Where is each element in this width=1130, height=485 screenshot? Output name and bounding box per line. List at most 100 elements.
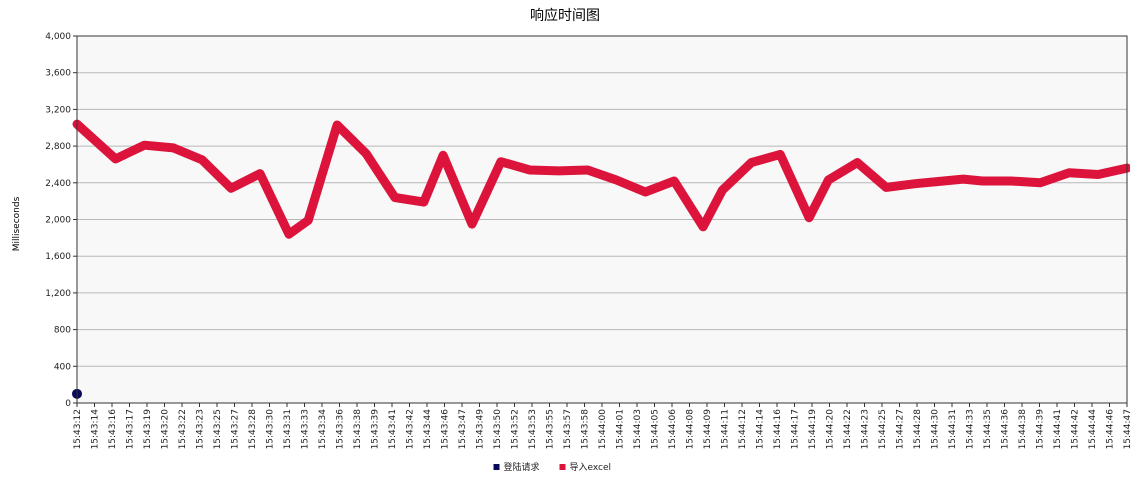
x-tick-label: 15:43:44	[423, 409, 433, 450]
x-tick-label: 15:44:31	[948, 409, 958, 449]
plot-frame	[76, 35, 1128, 404]
x-tick-label: 15:44:44	[1088, 409, 1098, 450]
x-tick-label: 15:44:03	[633, 409, 643, 449]
data-point	[557, 170, 560, 172]
x-tick-label: 15:43:22	[178, 409, 188, 449]
data-point	[962, 178, 965, 180]
x-tick-label: 15:44:01	[616, 409, 626, 449]
x-tick-label: 15:44:05	[651, 409, 661, 449]
x-tick-label: 15:43:47	[458, 409, 468, 449]
data-point	[914, 182, 916, 185]
y-tick-label: 400	[54, 362, 71, 372]
data-point	[933, 181, 936, 183]
legend-swatch	[559, 464, 566, 470]
x-tick-label: 15:43:31	[283, 409, 293, 449]
data-point	[1039, 182, 1042, 184]
y-tick-label: 2,000	[45, 216, 71, 226]
x-tick-label: 15:44:19	[808, 409, 818, 450]
data-point	[259, 172, 261, 175]
y-tick-label: 3,600	[45, 69, 71, 79]
x-tick-label: 15:43:30	[266, 409, 276, 450]
data-point	[336, 124, 338, 126]
x-tick-label: 15:44:11	[721, 409, 731, 449]
x-tick-label: 15:43:27	[231, 409, 241, 449]
x-tick-label: 15:43:23	[196, 409, 206, 449]
y-axis-ticks: 0 400 800 1,200 1,600 2,000 2,400 2,800 3,200 3,6…	[45, 32, 77, 409]
x-tick-label: 15:44:00	[598, 409, 608, 450]
y-axis-title: Milliseconds	[12, 196, 22, 251]
x-tick-label: 15:44:27	[896, 409, 906, 449]
x-tick-label: 15:43:17	[126, 409, 136, 449]
data-point	[288, 233, 290, 235]
legend-label: 导入excel	[570, 462, 612, 473]
x-tick-label: 15:44:36	[1001, 409, 1011, 450]
x-tick-label: 15:44:17	[791, 409, 801, 449]
x-tick-label: 15:43:12	[73, 409, 83, 449]
x-tick-label: 15:44:22	[843, 409, 853, 449]
x-tick-label: 15:43:36	[336, 409, 346, 450]
data-point	[528, 169, 531, 171]
y-tick-label: 2,800	[45, 142, 71, 152]
x-tick-label: 15:44:38	[1018, 409, 1028, 450]
x-tick-label: 15:43:16	[108, 409, 118, 450]
x-tick-label: 15:43:34	[318, 409, 328, 450]
y-tick-label: 3,200	[45, 105, 71, 115]
x-tick-label: 15:44:09	[703, 409, 713, 450]
data-point	[721, 189, 724, 191]
data-point	[143, 144, 146, 146]
data-point	[230, 187, 232, 190]
x-tick-label: 15:43:57	[563, 409, 573, 449]
x-tick-label: 15:43:28	[248, 409, 258, 450]
data-point	[307, 219, 309, 222]
x-tick-label: 15:43:49	[476, 409, 486, 450]
x-tick-label: 15:44:28	[913, 409, 923, 450]
x-tick-label: 15:44:08	[686, 409, 696, 450]
data-point	[673, 180, 676, 182]
x-tick-label: 15:44:30	[931, 409, 941, 450]
data-point	[586, 169, 589, 171]
x-tick-label: 15:44:20	[826, 409, 836, 450]
legend: 登陆请求 导入excel	[493, 461, 612, 473]
data-point	[827, 179, 830, 181]
x-tick-label: 15:44:46	[1106, 409, 1116, 450]
x-tick-label: 15:43:25	[213, 409, 223, 449]
x-tick-label: 15:44:35	[983, 409, 993, 449]
x-tick-label: 15:43:55	[546, 409, 556, 449]
x-tick-label: 15:43:58	[581, 409, 591, 450]
y-tick-label: 1,200	[45, 289, 71, 299]
x-tick-label: 15:44:23	[861, 409, 871, 449]
x-tick-label: 15:43:41	[388, 409, 398, 449]
data-point	[644, 191, 647, 193]
data-point	[172, 147, 175, 149]
x-tick-label: 15:43:14	[91, 409, 101, 450]
x-tick-label: 15:44:14	[756, 409, 766, 450]
x-tick-label: 15:43:20	[161, 409, 171, 450]
data-point	[500, 160, 502, 163]
x-tick-label: 15:43:42	[406, 409, 416, 449]
x-tick-label: 15:43:33	[301, 409, 311, 449]
data-point	[702, 226, 704, 228]
data-point	[779, 153, 782, 156]
x-tick-label: 15:44:12	[738, 409, 748, 449]
x-tick-label: 15:44:39	[1036, 409, 1046, 450]
data-point	[201, 159, 204, 161]
x-tick-label: 15:44:42	[1071, 409, 1081, 449]
x-tick-label: 15:43:52	[511, 409, 521, 449]
data-point	[114, 158, 117, 160]
y-tick-label: 4,000	[45, 32, 71, 42]
data-point	[394, 196, 396, 199]
data-point	[442, 154, 444, 157]
data-point	[1010, 180, 1013, 182]
x-tick-label: 15:43:50	[493, 409, 503, 450]
y-tick-label: 2,400	[45, 179, 71, 189]
data-point	[615, 179, 618, 181]
y-tick-label: 800	[54, 326, 71, 336]
data-point	[365, 152, 367, 155]
x-tick-label: 15:44:33	[966, 409, 976, 449]
y-tick-label: 0	[65, 399, 71, 409]
legend-swatch	[493, 464, 500, 470]
data-point	[1097, 173, 1099, 176]
data-point	[808, 216, 810, 219]
x-tick-label: 15:44:06	[668, 409, 678, 450]
